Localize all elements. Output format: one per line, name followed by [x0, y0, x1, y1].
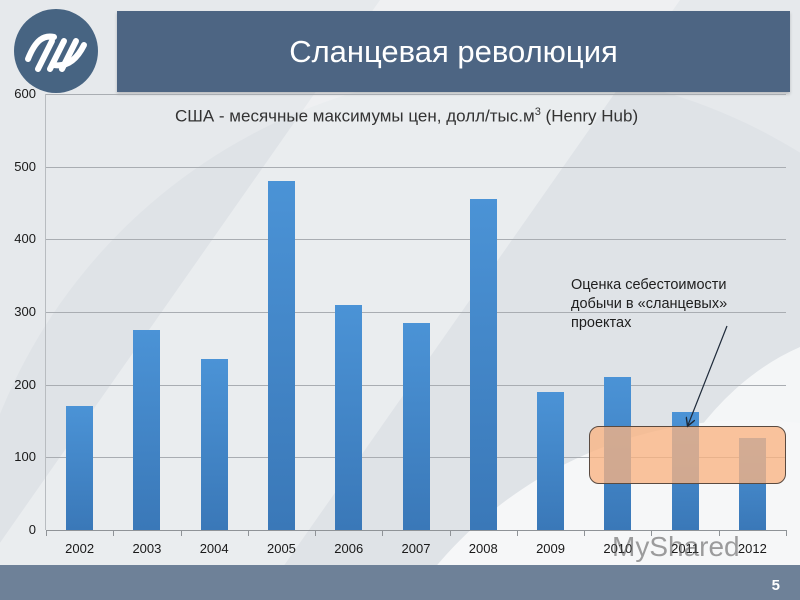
bar-2008 [469, 199, 497, 530]
x-axis-tick-mark [180, 530, 182, 536]
x-axis-label: 2011 [671, 541, 700, 556]
x-axis-line [46, 530, 786, 531]
x-axis-tick-mark [315, 530, 317, 536]
y-axis-tick-label: 100 [14, 449, 36, 465]
bar-2003 [133, 330, 161, 530]
chart-title-superscript: 3 [534, 106, 541, 118]
bar-2006 [335, 304, 363, 530]
x-axis-label: 2003 [132, 541, 162, 556]
gridline [46, 239, 786, 241]
x-axis-tick-mark [247, 530, 249, 536]
y-axis-tick-label: 300 [14, 304, 36, 319]
x-axis-label: 2007 [401, 541, 431, 556]
x-axis-tick-mark [718, 530, 720, 536]
chart-title-text: США - месячные максимумы цен, долл/тыс.м [175, 106, 535, 126]
y-axis-tick-label: 200 [14, 376, 36, 392]
watermark-brand: MyShared [612, 531, 740, 562]
bar-2007 [402, 322, 430, 530]
x-axis-tick-mark [46, 530, 47, 536]
chart-title: США - месячные максимумы цен, долл/тыс.м… [175, 106, 638, 127]
annotation-line: Оценка себестоимости [571, 277, 727, 293]
x-axis-label: 2008 [468, 541, 498, 556]
y-axis-tick-label: 600 [14, 86, 36, 101]
x-axis-tick-mark [382, 530, 384, 536]
footer-band [0, 565, 800, 600]
x-axis-label: 2006 [334, 541, 364, 556]
gridline [46, 94, 786, 95]
gridline [46, 312, 786, 313]
x-axis-label: 2009 [536, 541, 565, 556]
x-axis-label: 2004 [199, 541, 229, 556]
slide-title: Сланцевая революция [289, 33, 618, 69]
y-axis-tick-label: 0 [28, 522, 36, 537]
gridline [46, 166, 786, 168]
x-axis-tick-mark [516, 530, 518, 536]
bar-2002 [66, 406, 94, 530]
x-axis-tick-mark [584, 530, 586, 536]
y-axis-tick-label: 500 [14, 158, 36, 174]
x-axis-label: 2012 [737, 541, 767, 556]
cost-annotation: Оценка себестоимости добычи в «сланцевых… [571, 276, 727, 333]
x-axis-label: 2010 [603, 541, 633, 556]
x-axis-tick-mark [113, 530, 115, 536]
annotation-line: добычи в «сланцевых» [571, 296, 728, 312]
bar-2009 [537, 391, 565, 530]
bar-2005 [267, 181, 295, 530]
x-axis-tick-mark [786, 530, 787, 536]
bar-2004 [200, 359, 228, 530]
company-logo-icon [14, 9, 98, 93]
x-axis-label: 2002 [65, 541, 95, 556]
chart-title-tail: (Henry Hub) [540, 106, 639, 126]
y-axis-tick-label: 400 [14, 231, 36, 247]
title-bar: Сланцевая революция [117, 11, 790, 92]
x-axis-label: 2005 [266, 541, 296, 556]
page-number: 5 [771, 577, 780, 594]
annotation-line: проектах [571, 315, 632, 331]
x-axis-tick-mark [651, 530, 653, 536]
x-axis-tick-mark [449, 530, 451, 536]
